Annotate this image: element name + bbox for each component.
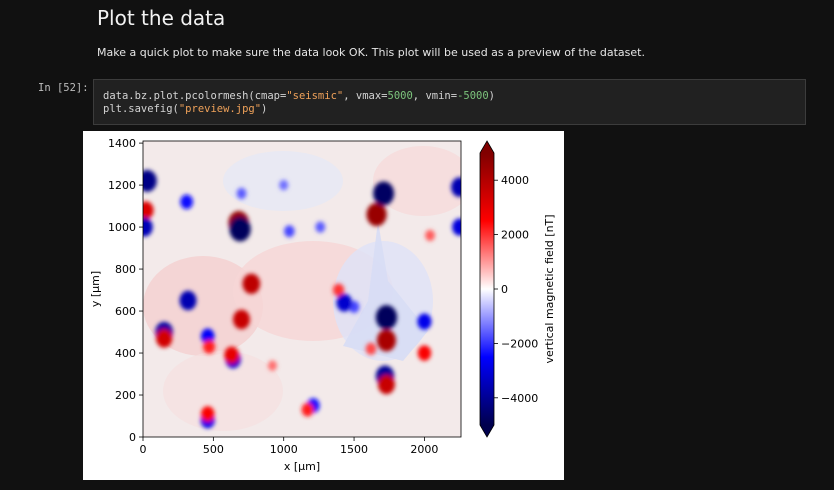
anomaly-blob [336,293,352,312]
anomaly-blob [179,290,197,311]
anomaly-blob [229,216,251,242]
anomaly-blob [375,305,398,330]
description-paragraph: Make a quick plot to make sure the data … [97,46,645,59]
anomaly-blob [417,345,432,361]
code-text: data.bz.plot.pcolormesh(cmap= [103,90,287,102]
x-tick-label: 1500 [340,443,368,456]
y-axis-label: y [µm] [89,271,102,307]
x-tick-label: 500 [203,443,224,456]
code-text: ) [261,102,268,115]
y-tick-label: 400 [115,347,136,360]
anomaly-blob [376,329,396,352]
anomaly-blob [267,360,277,371]
anomaly-blob [452,218,461,236]
section-heading: Plot the data [97,6,226,30]
anomaly-blob [332,283,345,297]
anomaly-blob [366,202,387,227]
x-axis-label: x [µm] [284,460,320,473]
anomaly-blob [224,346,240,364]
code-cell[interactable]: data.bz.plot.pcolormesh(cmap="seismic", … [93,79,806,125]
anomaly-blob [425,229,435,242]
anomaly-blob [236,187,247,200]
code-editor[interactable]: data.bz.plot.pcolormesh(cmap="seismic", … [103,90,495,115]
y-tick-label: 1200 [108,179,136,192]
colorbar-extend-min [480,425,494,437]
anomaly-blob [201,328,215,344]
anomaly-blob [143,217,153,237]
anomaly-blob [155,328,173,348]
y-tick-label: 200 [115,389,136,402]
heatmap-plot: 0 500 1000 1500 2000 0 200 400 600 800 1000 1200 14… [89,137,556,473]
anomaly-blob [203,339,216,354]
colorbar-tick-label: 2000 [501,229,529,242]
anomaly-blob [143,201,154,220]
anomaly-blob [242,273,261,294]
colorbar [480,153,494,425]
anomaly-blob [279,179,289,191]
code-text: , vmax= [343,90,388,102]
anomaly-blob [233,309,250,330]
anomaly-layer [143,169,461,429]
colorbar-label: vertical magnetic field [nT] [543,214,556,363]
code-string: "seismic" [286,90,344,102]
x-tick-label: 0 [140,443,147,456]
anomaly-blob [451,177,461,197]
anomaly-blob [201,406,215,422]
code-number: -5000 [457,90,489,102]
anomaly-blob [377,374,395,395]
background-field [143,146,461,431]
colorbar-tick-label: −2000 [501,337,538,350]
anomaly-blob [315,221,326,233]
x-tick-label: 2000 [410,443,438,456]
code-string: "preview.jpg" [178,102,262,115]
y-tick-label: 0 [129,431,136,444]
code-number: 5000 [387,90,413,102]
code-text: plt.savefig( [103,102,179,115]
anomaly-blob [284,225,295,238]
x-tick-label: 1000 [270,443,298,456]
anomaly-blob [365,342,377,355]
colorbar-extend-max [480,141,494,153]
y-tick-label: 800 [115,263,136,276]
anomaly-blob [373,181,395,206]
anomaly-blob [301,402,314,417]
code-text: , vmin= [412,90,458,102]
axes-frame [142,140,462,438]
colorbar-frame [479,140,495,438]
colorbar-tick-label: 0 [501,283,508,296]
y-tick-label: 1400 [108,137,136,150]
anomaly-blob [417,313,432,330]
y-tick-label: 600 [115,305,136,318]
output-figure: 0 500 1000 1500 2000 0 200 400 600 800 1000 1200 14… [83,131,564,480]
anomaly-blob [180,194,193,210]
colorbar-tick-label: −4000 [501,392,538,405]
cell-prompt: In [52]: [38,82,89,94]
anomaly-blob [143,169,157,192]
y-tick-label: 1000 [108,221,136,234]
colorbar-tick-label: 4000 [501,174,529,187]
code-text: ) [488,90,495,102]
